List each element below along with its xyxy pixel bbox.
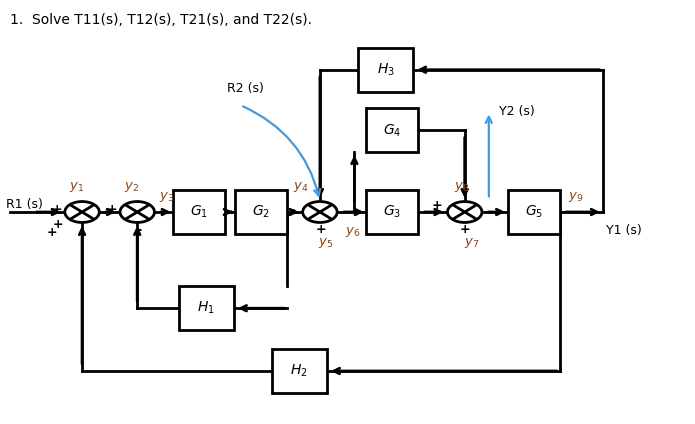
Circle shape — [448, 201, 482, 223]
Text: $G_5$: $G_5$ — [525, 204, 543, 220]
Text: $G_1$: $G_1$ — [190, 204, 208, 220]
Text: Y1 (s): Y1 (s) — [606, 224, 641, 237]
Bar — [508, 190, 559, 234]
Text: +: + — [51, 203, 62, 216]
Text: $y_6$: $y_6$ — [345, 226, 360, 240]
Text: -: - — [288, 202, 295, 217]
Text: $y_2$: $y_2$ — [124, 180, 139, 194]
Text: $G_2$: $G_2$ — [252, 204, 270, 220]
Text: +: + — [53, 218, 63, 231]
Text: $y_9$: $y_9$ — [568, 190, 583, 204]
Text: $G_3$: $G_3$ — [383, 204, 402, 220]
Bar — [358, 48, 413, 92]
Text: $y_8$: $y_8$ — [454, 180, 469, 194]
Text: $H_3$: $H_3$ — [377, 61, 394, 78]
Text: +: + — [316, 223, 326, 237]
Circle shape — [65, 201, 99, 223]
Text: +: + — [47, 226, 58, 239]
Text: $y_1$: $y_1$ — [69, 180, 84, 194]
Bar — [366, 109, 418, 152]
Bar — [366, 190, 418, 234]
Text: -: - — [135, 223, 141, 237]
Text: Y2 (s): Y2 (s) — [499, 105, 535, 118]
Bar — [174, 190, 225, 234]
Text: +: + — [106, 203, 117, 216]
Text: $y_5$: $y_5$ — [318, 236, 333, 250]
Bar — [236, 190, 287, 234]
Circle shape — [303, 201, 337, 223]
Text: $y_7$: $y_7$ — [464, 236, 480, 250]
Text: +: + — [460, 223, 471, 237]
Text: $H_2$: $H_2$ — [291, 363, 308, 379]
Text: +: + — [431, 199, 442, 212]
Text: $G_4$: $G_4$ — [383, 122, 402, 139]
Bar — [179, 286, 234, 330]
Text: $y_3$: $y_3$ — [159, 190, 174, 204]
Text: $y_4$: $y_4$ — [293, 180, 309, 194]
Bar — [272, 349, 327, 393]
Circle shape — [120, 201, 154, 223]
Text: R2 (s): R2 (s) — [227, 82, 263, 95]
Text: $H_1$: $H_1$ — [197, 300, 215, 316]
Text: R1 (s): R1 (s) — [6, 198, 43, 211]
Text: 1.  Solve T11(s), T12(s), T21(s), and T22(s).: 1. Solve T11(s), T12(s), T21(s), and T22… — [10, 13, 311, 27]
